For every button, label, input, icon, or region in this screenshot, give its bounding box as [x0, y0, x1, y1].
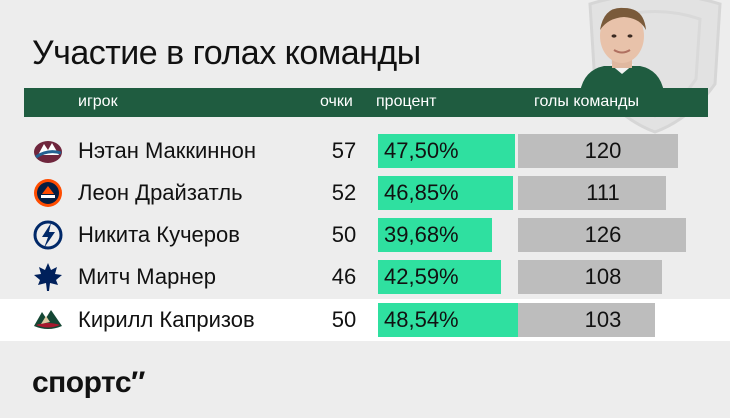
table-row: Кирилл Капризов 50 48,54% 103 [0, 299, 730, 341]
percent-label: 48,54% [384, 307, 459, 332]
brand-logo: спортс″ [32, 366, 145, 399]
team-goals-label: 111 [586, 180, 620, 205]
table-row: Никита Кучеров 50 39,68% 126 [0, 214, 730, 256]
percent-bar [378, 303, 518, 337]
points-value: 46 [331, 264, 357, 289]
toronto-maple-leafs-logo-icon [32, 261, 64, 293]
percent-bar [378, 260, 501, 294]
header-percent: процент [376, 93, 437, 110]
team-goals-label: 103 [584, 307, 622, 332]
percent-label: 39,68% [384, 222, 459, 247]
page-title: Участие в голах команды [32, 34, 421, 72]
points-value: 57 [331, 138, 357, 163]
edmonton-oilers-logo-icon [32, 177, 64, 209]
percent-bar [378, 134, 515, 168]
player-name: Никита Кучеров [78, 222, 240, 247]
table-row: Леон Драйзатль 52 46,85% 111 [0, 172, 730, 214]
team-goals-bar [518, 176, 666, 210]
points-value: 50 [331, 307, 357, 332]
minnesota-wild-logo-icon [32, 304, 64, 336]
team-goals-label: 120 [584, 138, 622, 163]
percent-label: 42,59% [384, 264, 459, 289]
player-name: Кирилл Капризов [78, 307, 255, 332]
team-goals-bar [518, 134, 678, 168]
table-header: игрок очки процент голы команды [24, 88, 708, 117]
percent-bar [378, 176, 513, 210]
team-goals-bar [518, 303, 655, 337]
percent-bar [378, 218, 492, 252]
player-name: Леон Драйзатль [78, 180, 243, 205]
points-value: 52 [331, 180, 357, 205]
tampa-bay-lightning-logo-icon [32, 219, 64, 251]
table-row: Нэтан Маккиннон 57 47,50% 120 [0, 130, 730, 172]
points-value: 50 [331, 222, 357, 247]
percent-label: 47,50% [384, 138, 459, 163]
header-points: очки [320, 93, 353, 110]
team-goals-bar [518, 260, 662, 294]
percent-label: 46,85% [384, 180, 459, 205]
team-goals-bar [518, 218, 686, 252]
player-name: Митч Марнер [78, 264, 216, 289]
header-team-goals: голы команды [534, 93, 639, 110]
team-goals-label: 108 [584, 264, 622, 289]
player-photo [574, 0, 670, 92]
colorado-avalanche-logo-icon [32, 135, 64, 167]
player-name: Нэтан Маккиннон [78, 138, 256, 163]
table-row: Митч Марнер 46 42,59% 108 [0, 256, 730, 298]
header-player: игрок [78, 93, 118, 110]
team-goals-label: 126 [584, 222, 622, 247]
